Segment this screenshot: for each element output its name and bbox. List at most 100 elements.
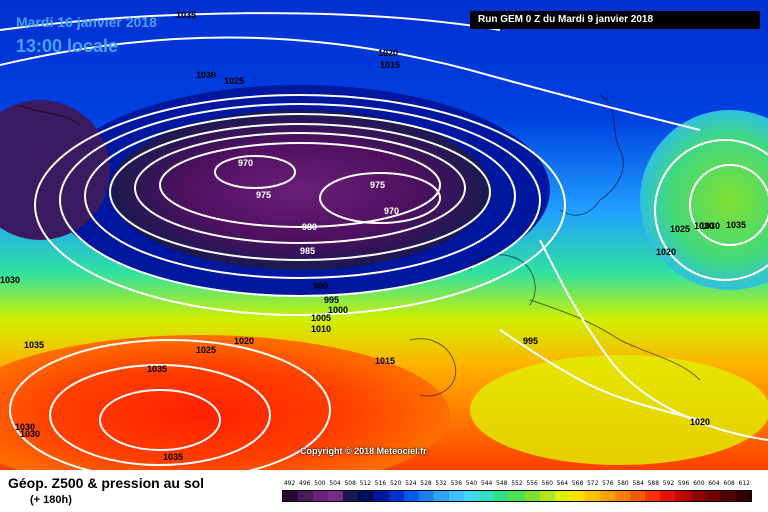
map-footer: Géop. Z500 & pression au sol (+ 180h) 49… <box>0 470 768 512</box>
scale-color-swatch <box>569 491 585 501</box>
scale-tick-label: 540 <box>465 480 478 487</box>
scale-color-swatch <box>720 491 736 501</box>
high-center-label: 1035 <box>163 452 183 462</box>
isobar-label: 1020 <box>378 48 398 58</box>
isobar-label: 1030 <box>15 422 35 432</box>
scale-tick-label: 516 <box>374 480 387 487</box>
isobars <box>0 12 768 470</box>
isobar-label: 990 <box>313 281 328 291</box>
scale-tick-label: 496 <box>299 480 311 487</box>
scale-color-swatch <box>373 491 389 501</box>
scale-color-swatch <box>298 491 314 501</box>
scale-color-swatch <box>328 491 344 501</box>
low-pressure-core <box>110 110 490 270</box>
forecast-hour: (+ 180h) <box>30 494 72 506</box>
isobar-label: 1020 <box>234 336 254 346</box>
scale-tick-label: 492 <box>283 480 296 487</box>
isobar-label: 1015 <box>375 356 395 366</box>
model-run-label: Run GEM 0 Z du Mardi 9 janvier 2018 <box>470 11 760 29</box>
scale-tick-label: 608 <box>723 480 735 487</box>
scale-color-swatch <box>554 491 570 501</box>
scale-color-swatch <box>630 491 646 501</box>
isobar-label: 1020 <box>690 417 710 427</box>
scale-tick-label: 600 <box>693 480 705 487</box>
isobar-label: 1000 <box>328 305 348 315</box>
isobar-label: 1030 <box>700 221 720 231</box>
scale-color-swatch <box>313 491 329 501</box>
scale-tick-label: 612 <box>738 480 750 487</box>
pressure-labels: 970 970 1035 1035 1035 1035 1030 1025 10… <box>0 10 746 462</box>
scale-tick-label: 508 <box>344 480 356 487</box>
forecast-map: 970 970 1035 1035 1035 1035 1030 1025 10… <box>0 0 768 470</box>
scale-tick-label: 552 <box>511 480 523 487</box>
scale-tick-label: 548 <box>496 480 508 487</box>
scale-tick-label: 504 <box>329 480 341 487</box>
scale-color-swatch <box>675 491 691 501</box>
valid-time-title: 13:00 locale <box>16 36 119 56</box>
scale-color-swatch <box>539 491 555 501</box>
isobar-label: 1030 <box>0 275 20 285</box>
isobar-label: 975 <box>370 180 385 190</box>
scale-color-swatch <box>645 491 661 501</box>
scale-color-swatch <box>464 491 480 501</box>
isobar-label: 1030 <box>20 429 40 439</box>
scale-color-swatch <box>418 491 434 501</box>
low-center-label: 970 <box>384 206 399 216</box>
scale-tick-label: 536 <box>450 480 463 487</box>
scale-tick-label: 532 <box>435 480 447 487</box>
scale-color-swatch <box>283 491 299 501</box>
isobar-label: 1025 <box>224 76 244 86</box>
isobar-label: 975 <box>256 190 271 200</box>
scale-color-swatch <box>735 491 751 501</box>
scale-color-swatch <box>705 491 721 501</box>
scale-color-swatch <box>388 491 404 501</box>
scale-color-swatch <box>660 491 676 501</box>
scale-tick-label: 564 <box>556 480 569 487</box>
isobar-label: 1015 <box>380 60 400 70</box>
scale-tick-label: 524 <box>405 480 417 487</box>
scale-tick-label: 544 <box>480 480 493 487</box>
scale-tick-label: 568 <box>571 480 584 487</box>
variable-title: Géop. Z500 & pression au sol <box>8 475 205 491</box>
west-low-region <box>0 100 110 240</box>
isobar-label: 1010 <box>311 324 331 334</box>
scale-color-swatch <box>690 491 706 501</box>
scale-color-swatch <box>524 491 540 501</box>
isobar-label: 1035 <box>147 364 167 374</box>
isobar-label: 1020 <box>656 247 676 257</box>
valid-date-title: Mardi 16 janvier 2018 <box>16 14 157 30</box>
scale-color-swatch <box>403 491 419 501</box>
scale-tick-label: 500 <box>314 480 326 487</box>
scale-color-swatch <box>433 491 450 501</box>
scale-tick-label: 560 <box>541 480 553 487</box>
isobar-label: 1035 <box>176 10 196 20</box>
scale-tick-label: 580 <box>617 480 629 487</box>
high-center-label: 1035 <box>24 340 44 350</box>
isobar-label: 1005 <box>311 313 331 323</box>
isobar-label: 1030 <box>694 221 714 231</box>
scale-tick-label: 528 <box>420 480 432 487</box>
isobar-label: 995 <box>523 336 538 346</box>
copyright-notice: Copyright © 2018 Meteociel.fr <box>300 446 427 456</box>
scale-tick-label: 520 <box>389 480 402 487</box>
isobar-label: 1025 <box>670 224 690 234</box>
scale-tick-label: 556 <box>526 480 538 487</box>
isobar-label: 1030 <box>196 70 216 80</box>
coastlines <box>19 94 701 397</box>
scale-color-swatch <box>449 491 465 501</box>
scale-tick-label: 512 <box>359 480 372 487</box>
scale-color-swatch <box>615 491 631 501</box>
scale-tick-label: 584 <box>632 480 644 487</box>
isobar-label: 1025 <box>196 345 216 355</box>
isobar-label: 985 <box>300 246 315 256</box>
scale-color-swatch <box>479 491 495 501</box>
scale-color-swatch <box>509 491 525 501</box>
color-scale-labels: 492 496 500 504 508 512 516 520 524 528 532 536 540 5… <box>282 480 752 487</box>
scale-tick-label: 604 <box>708 480 720 487</box>
mediterranean-warm-region <box>470 355 768 465</box>
isobar-label: 980 <box>302 222 317 232</box>
isobar-label: 995 <box>324 295 339 305</box>
scale-color-swatch <box>343 491 359 501</box>
low-center-label: 970 <box>238 158 253 168</box>
